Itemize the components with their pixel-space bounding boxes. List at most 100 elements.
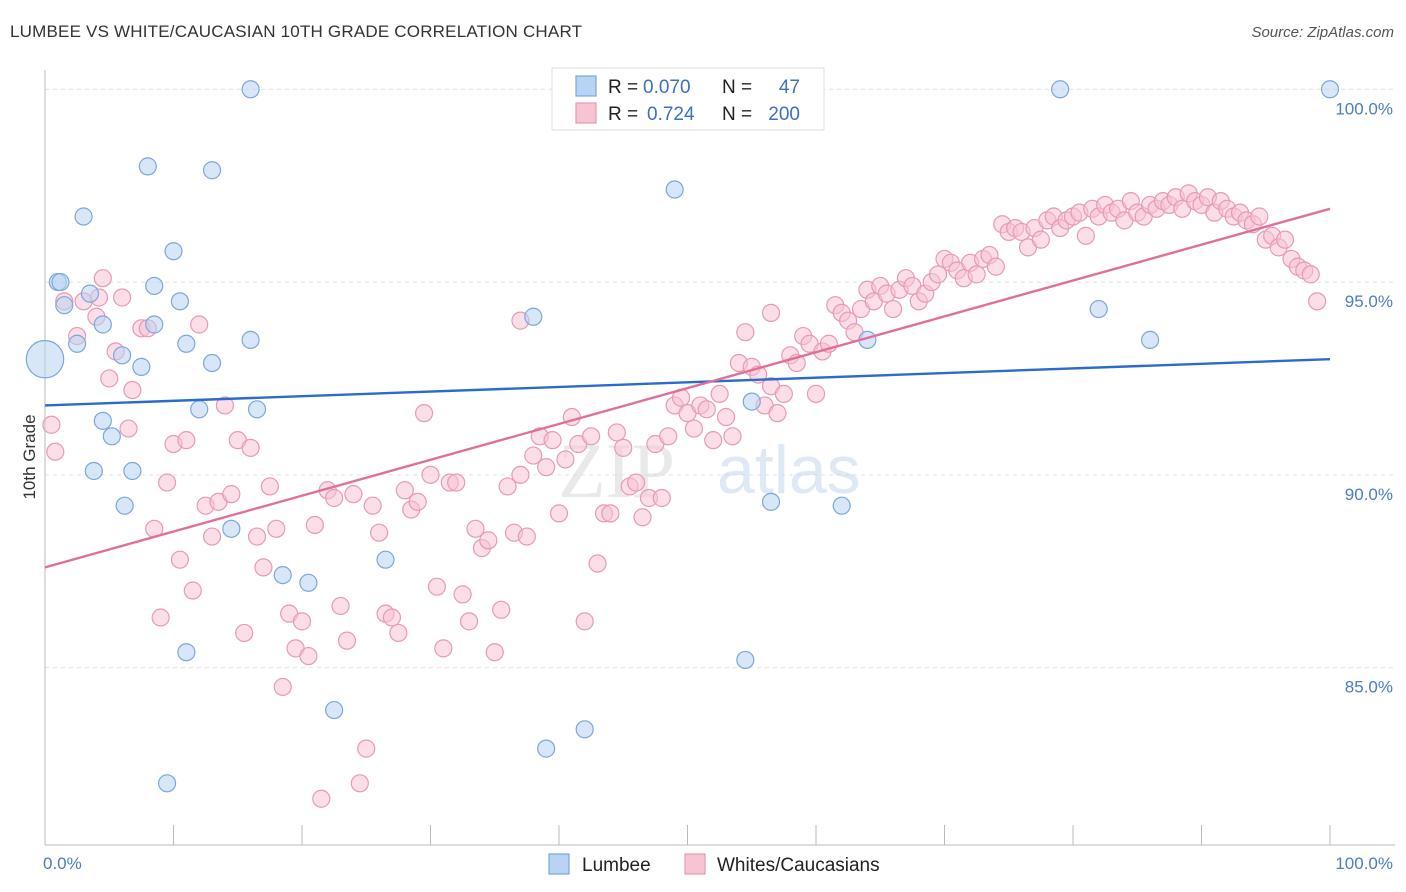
point-lumbee <box>145 315 164 334</box>
point-whites-caucasians <box>986 257 1006 276</box>
point-lumbee <box>241 330 260 350</box>
point-lumbee <box>112 346 132 365</box>
point-whites-caucasians <box>157 473 177 492</box>
tick-labels: 85.0% 90.0% 95.0% 100.0% 0.0% 100.0% <box>43 99 1393 873</box>
point-lumbee <box>55 296 74 315</box>
point-whites-caucasians <box>350 774 369 793</box>
point-whites-caucasians <box>382 608 402 627</box>
point-whites-caucasians <box>177 431 196 450</box>
x-tick-label: 0.0% <box>43 854 82 873</box>
point-whites-caucasians <box>260 477 279 496</box>
point-whites-caucasians <box>123 380 142 400</box>
point-lumbee <box>177 643 196 662</box>
legend-n-label-whites: N = <box>722 104 752 125</box>
series-lumbee <box>25 80 1340 793</box>
point-whites-caucasians <box>170 550 190 569</box>
point-lumbee <box>157 774 177 793</box>
point-lumbee <box>93 315 112 334</box>
point-whites-caucasians <box>292 612 312 631</box>
point-whites-caucasians <box>370 523 389 542</box>
point-whites-caucasians <box>684 419 704 438</box>
point-whites-caucasians <box>427 577 447 596</box>
point-whites-caucasians <box>305 515 324 535</box>
point-lumbee <box>325 700 344 720</box>
source-label: Source: ZipAtlas.com <box>1251 24 1394 41</box>
legend-r-value-lumbee: 0.070 <box>643 77 691 98</box>
point-whites-caucasians <box>453 585 472 604</box>
point-whites-caucasians <box>659 427 678 446</box>
point-lumbee <box>273 565 292 585</box>
point-lumbee <box>1140 330 1160 350</box>
axes <box>44 70 1395 846</box>
point-lumbee <box>93 411 112 430</box>
point-whites-caucasians <box>768 404 787 423</box>
point-lumbee <box>84 461 103 481</box>
trend-line-lumbee <box>44 357 1331 407</box>
point-whites-caucasians <box>183 581 202 600</box>
point-lumbee <box>202 161 222 180</box>
legend-r-value-whites: 0.724 <box>647 104 695 125</box>
point-whites-caucasians <box>93 269 112 288</box>
point-whites-caucasians <box>492 600 511 619</box>
point-whites-caucasians <box>414 404 434 423</box>
point-whites-caucasians <box>408 492 427 511</box>
point-whites-caucasians <box>485 643 504 662</box>
point-whites-caucasians <box>112 288 132 307</box>
point-lumbee <box>376 550 395 569</box>
point-whites-caucasians <box>774 384 793 403</box>
point-whites-caucasians <box>556 450 575 469</box>
y-tick-label: 100.0% <box>1335 99 1393 118</box>
legend-n-value-whites: 200 <box>768 104 800 125</box>
point-whites-caucasians <box>434 639 453 658</box>
watermark-atlas: atlas <box>717 432 861 508</box>
point-whites-caucasians <box>100 369 119 388</box>
point-whites-caucasians <box>325 488 344 508</box>
point-whites-caucasians <box>241 438 260 457</box>
bottom-legend-swatch-lumbee <box>548 853 570 875</box>
point-whites-caucasians <box>151 608 170 627</box>
point-whites-caucasians <box>1275 230 1295 249</box>
point-whites-caucasians <box>524 446 543 465</box>
point-whites-caucasians <box>389 623 408 643</box>
y-tick-label: 90.0% <box>1345 485 1393 504</box>
point-whites-caucasians <box>1031 230 1050 249</box>
point-whites-caucasians <box>716 407 736 427</box>
point-whites-caucasians <box>537 458 556 477</box>
point-whites-caucasians <box>511 465 530 484</box>
point-lumbee <box>123 461 142 481</box>
legend-n-label-lumbee: N = <box>722 77 752 98</box>
point-whites-caucasians <box>447 473 466 492</box>
point-whites-caucasians <box>42 415 61 434</box>
point-whites-caucasians <box>967 265 986 284</box>
point-whites-caucasians <box>1076 226 1095 245</box>
point-whites-caucasians <box>337 631 357 650</box>
point-whites-caucasians <box>222 485 241 504</box>
point-whites-caucasians <box>254 558 273 577</box>
legend-r-label-whites: R = <box>608 104 638 125</box>
point-lumbee <box>138 157 157 176</box>
legend-swatch-lumbee <box>575 75 597 97</box>
point-lumbee <box>164 242 183 261</box>
point-lumbee <box>177 334 196 353</box>
bottom-legend-swatch-whites <box>684 853 706 875</box>
point-whites-caucasians <box>633 508 652 527</box>
point-whites-caucasians <box>190 315 209 334</box>
point-whites-caucasians <box>723 427 742 446</box>
point-whites-caucasians <box>543 431 562 450</box>
bottom-legend: Lumbee Whites/Caucasians <box>548 853 880 876</box>
point-whites-caucasians <box>607 423 626 442</box>
point-lumbee <box>832 496 851 515</box>
point-lumbee <box>761 492 781 511</box>
point-lumbee <box>742 392 761 411</box>
point-whites-caucasians <box>1301 265 1320 284</box>
chart-title: LUMBEE VS WHITE/CAUCASIAN 10TH GRADE COR… <box>10 22 583 41</box>
point-lumbee <box>222 519 241 538</box>
point-whites-caucasians <box>549 504 569 523</box>
bottom-legend-label-lumbee: Lumbee <box>582 855 651 876</box>
point-whites-caucasians <box>395 481 414 500</box>
point-whites-caucasians <box>202 527 222 546</box>
point-lumbee <box>247 400 267 419</box>
point-lumbee <box>68 334 87 353</box>
point-whites-caucasians <box>575 612 594 631</box>
point-whites-caucasians <box>601 504 620 523</box>
